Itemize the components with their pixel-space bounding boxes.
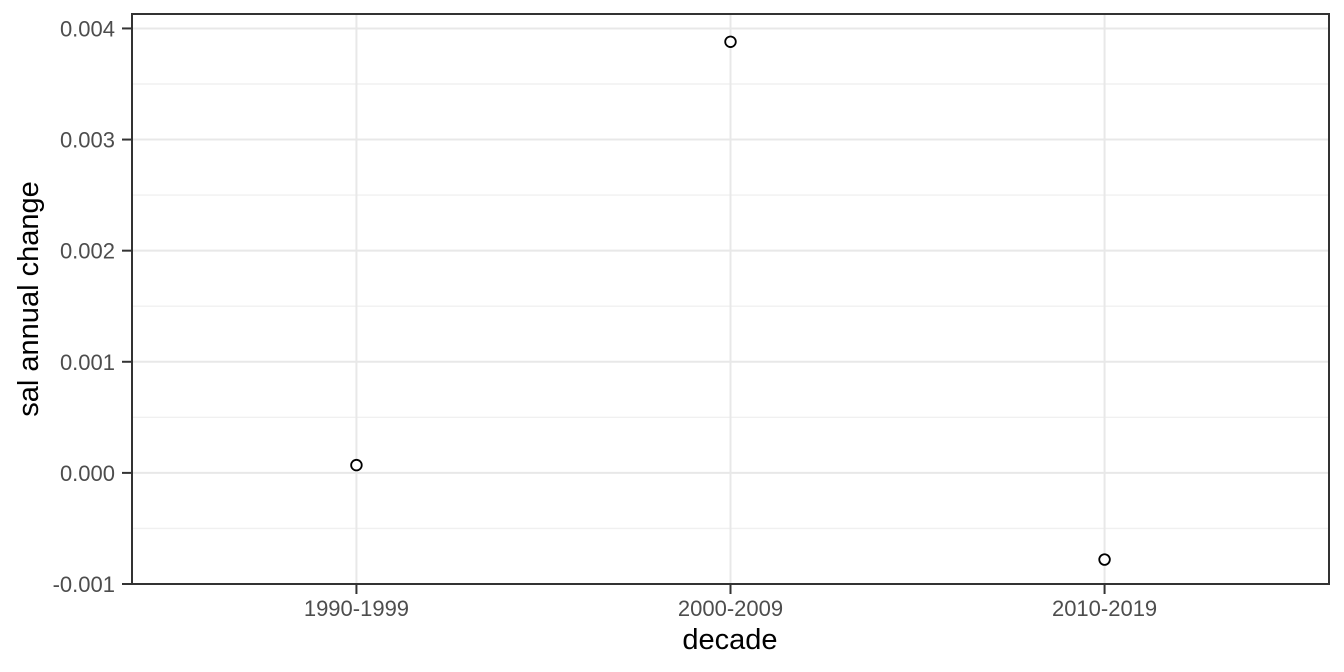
data-point bbox=[1098, 553, 1111, 566]
data-point bbox=[724, 35, 737, 48]
y-tick-label: 0.002 bbox=[60, 239, 115, 264]
y-tick-label: -0.001 bbox=[53, 572, 115, 597]
y-axis-title: sal annual change bbox=[13, 181, 45, 416]
y-tick-label: 0.003 bbox=[60, 128, 115, 153]
x-axis-title: decade bbox=[682, 624, 777, 656]
chart-generated-layer: 0.004 0.003 0.002 0.001 0.000 -0.001 1990-1999… bbox=[53, 13, 1330, 621]
y-tick-label: 0.001 bbox=[60, 350, 115, 375]
x-tick-label: 2010-2019 bbox=[1052, 596, 1157, 621]
x-tick-label: 2000-2009 bbox=[678, 596, 783, 621]
y-tick-label: 0.004 bbox=[60, 16, 115, 41]
y-tick-label: 0.000 bbox=[60, 461, 115, 486]
x-tick-label: 1990-1999 bbox=[304, 596, 409, 621]
data-point bbox=[350, 458, 363, 472]
